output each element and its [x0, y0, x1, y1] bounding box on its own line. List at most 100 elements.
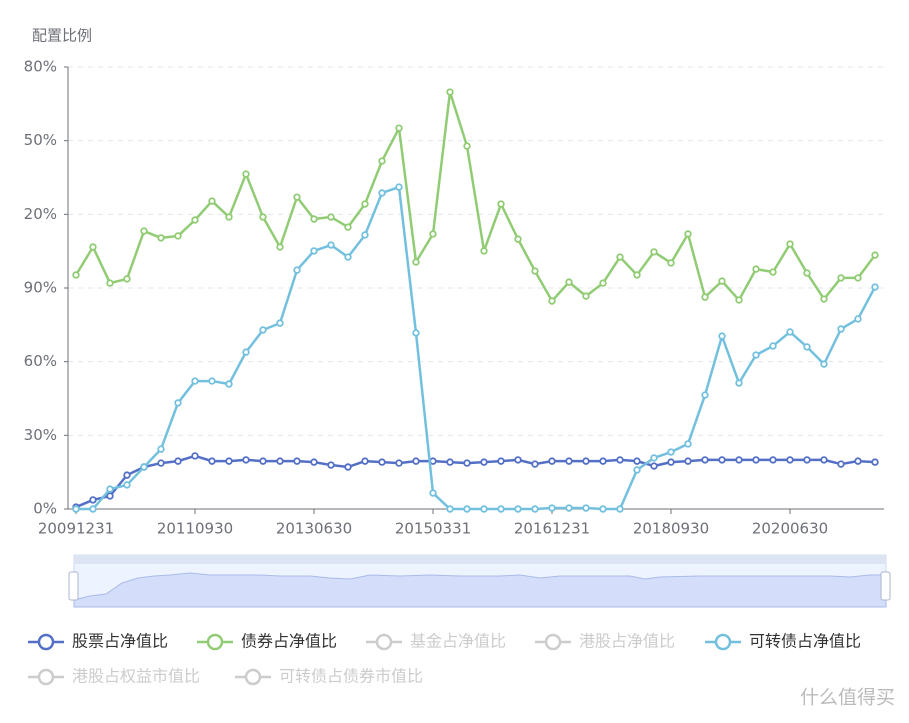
data-point — [123, 471, 131, 479]
legend-label: 港股占权益市值比 — [72, 667, 200, 686]
data-point — [854, 457, 862, 465]
data-point — [616, 505, 624, 513]
data-point — [310, 458, 318, 466]
data-point — [803, 269, 811, 277]
data-zoom[interactable] — [68, 554, 891, 608]
data-point — [582, 457, 590, 465]
data-point — [616, 456, 624, 464]
x-tick-label: 20130630 — [276, 520, 352, 538]
data-point — [599, 457, 607, 465]
data-point — [106, 492, 114, 500]
data-point — [344, 253, 352, 261]
data-point — [225, 213, 233, 221]
data-point — [820, 295, 828, 303]
data-point — [395, 124, 403, 132]
data-point — [208, 197, 216, 205]
data-point — [718, 277, 726, 285]
data-point — [497, 200, 505, 208]
data-point — [769, 342, 777, 350]
data-point — [599, 505, 607, 513]
data-point — [565, 457, 573, 465]
data-point — [106, 485, 114, 493]
data-point — [633, 457, 641, 465]
data-point — [565, 278, 573, 286]
data-point — [293, 193, 301, 201]
data-point — [769, 456, 777, 464]
data-point — [446, 458, 454, 466]
data-point — [514, 505, 522, 513]
data-point — [803, 456, 811, 464]
data-point — [242, 170, 250, 178]
data-point — [616, 253, 624, 261]
data-point — [242, 456, 250, 464]
data-point — [446, 88, 454, 96]
data-point — [191, 377, 199, 385]
data-point — [786, 240, 794, 248]
data-point — [650, 462, 658, 470]
data-point — [531, 505, 539, 513]
data-point — [310, 215, 318, 223]
data-point — [752, 351, 760, 359]
legend-item[interactable]: 港股占权益市值比 — [28, 667, 200, 686]
data-point — [837, 460, 845, 468]
data-point — [276, 457, 284, 465]
zoom-handle[interactable] — [68, 571, 79, 601]
legend-item[interactable]: 可转债占净值比 — [705, 632, 861, 651]
data-point — [667, 259, 675, 267]
data-point — [820, 360, 828, 368]
y-tick-label: 60% — [24, 352, 57, 370]
data-point — [854, 315, 862, 323]
data-point — [803, 343, 811, 351]
data-point — [140, 463, 148, 471]
data-point — [259, 457, 267, 465]
data-point — [395, 459, 403, 467]
legend-icon-dot — [714, 633, 732, 651]
zoom-bar — [74, 555, 886, 564]
data-point — [191, 216, 199, 224]
legend-item[interactable]: 可转债占债券市值比 — [235, 667, 423, 686]
data-point — [565, 504, 573, 512]
y-tick-label: 80% — [24, 58, 57, 76]
data-point — [684, 457, 692, 465]
data-point — [293, 457, 301, 465]
x-tick-label: 20161231 — [514, 520, 590, 538]
legend-item[interactable]: 债券占净值比 — [197, 632, 337, 651]
y-tick-label: 0% — [33, 500, 57, 518]
data-point — [123, 275, 131, 283]
data-point — [293, 266, 301, 274]
data-point — [276, 243, 284, 251]
legend-icon-dot — [206, 633, 224, 651]
data-point — [327, 241, 335, 249]
data-point — [72, 505, 80, 513]
data-point — [820, 456, 828, 464]
data-point — [378, 157, 386, 165]
legend-label: 可转债占债券市值比 — [279, 667, 423, 686]
data-point — [174, 457, 182, 465]
data-point — [786, 456, 794, 464]
zoom-preview — [73, 572, 887, 608]
data-point — [225, 380, 233, 388]
data-point — [582, 504, 590, 512]
data-point — [701, 456, 709, 464]
legend-label: 可转债占净值比 — [749, 632, 861, 651]
data-point — [633, 271, 641, 279]
data-point — [497, 457, 505, 465]
data-point — [480, 505, 488, 513]
x-tick-label: 20180930 — [633, 520, 709, 538]
legend-item[interactable]: 基金占净值比 — [366, 632, 506, 651]
y-tick-label: 30% — [24, 426, 57, 444]
legend-item[interactable]: 股票占净值比 — [28, 632, 168, 651]
data-point — [412, 258, 420, 266]
legend-item[interactable]: 港股占净值比 — [535, 632, 675, 651]
legend-icon-dot — [37, 668, 55, 686]
data-point — [344, 463, 352, 471]
data-point — [208, 457, 216, 465]
data-point — [837, 325, 845, 333]
zoom-handle[interactable] — [880, 571, 891, 601]
legend-icon-dot — [544, 633, 562, 651]
data-point — [89, 496, 97, 504]
x-tick-label: 20110930 — [157, 520, 233, 538]
data-point — [735, 379, 743, 387]
series-line — [75, 454, 876, 509]
data-point — [548, 457, 556, 465]
